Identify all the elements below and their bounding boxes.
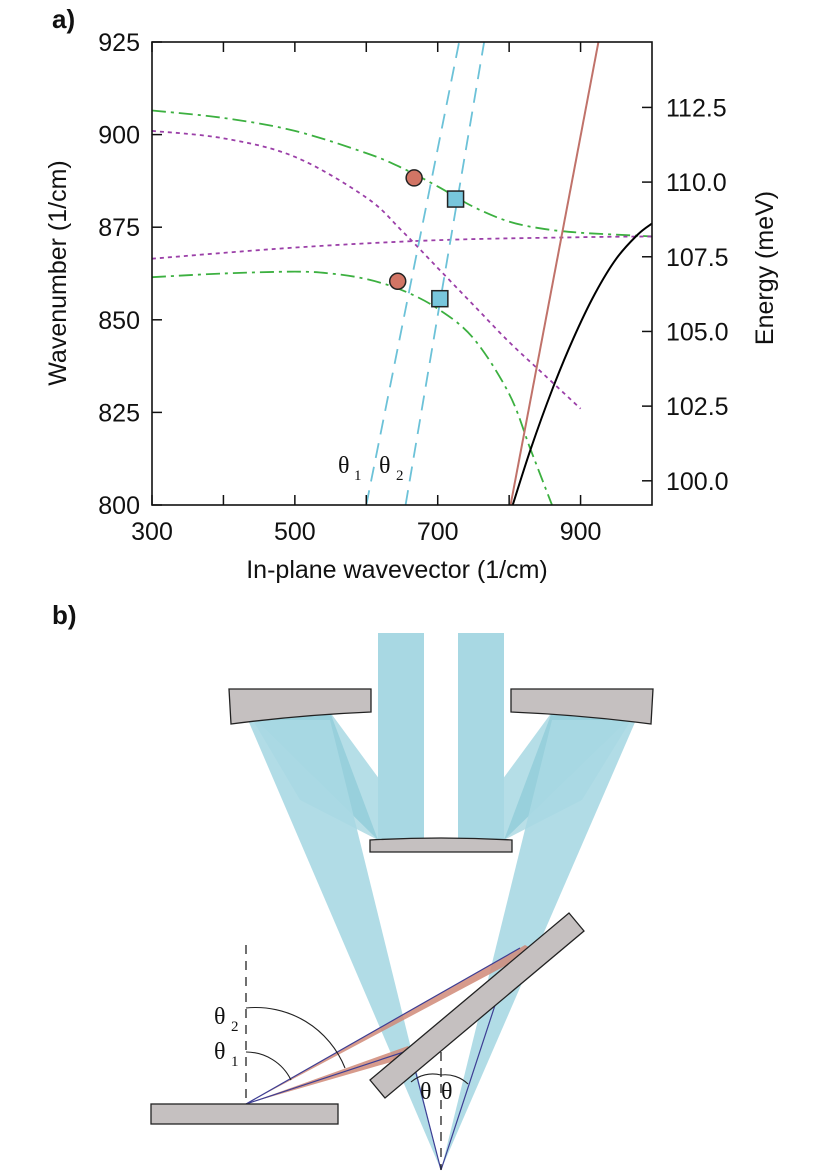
y-tick-label: 800 [98,492,140,520]
series-line-5 [404,42,486,505]
circle-marker-1 [388,272,407,291]
x-tick-label: 900 [560,518,602,546]
series-line-0 [152,109,652,238]
theta1-label-sub: 1 [231,1054,239,1070]
theta2-label-sub: 2 [231,1019,239,1035]
curved-mirror-right [510,688,654,725]
dispersion-chart: 300 500 700 900 800 825 850 875 900 925 100.0 102.5… [44,29,779,584]
series-line-7 [511,222,652,505]
series-line-4 [365,42,461,505]
series-line-3 [152,235,652,260]
y2-tick-label: 107.5 [666,244,729,272]
theta2-subscript: 2 [396,468,404,484]
x-tick-label: 300 [131,518,173,546]
panel-a-label: a) [52,4,75,34]
theta2-symbol: θ [379,453,391,479]
theta2-annotation: θ 2 [379,453,404,484]
theta2-arc [245,1006,346,1069]
y2-tick-label: 102.5 [666,393,729,421]
square-marker-0 [446,190,465,208]
theta-theta-arc [410,1073,469,1085]
y2-tick-label: 112.5 [666,94,727,122]
y2-tick-label: 100.0 [666,468,729,496]
y-tick-label: 900 [98,122,140,150]
y2-tick-label: 110.0 [666,169,727,197]
y2-axis-title: Energy (meV) [751,191,779,345]
y-axis-title: Wavenumber (1/cm) [44,160,72,386]
y-tick-label: 875 [98,214,140,242]
sample-plate [150,1103,339,1125]
x-tick-label: 700 [417,518,459,546]
theta2-label: θ [214,1004,226,1030]
circle-marker-0 [405,169,423,187]
panel-b-label: b) [52,600,77,630]
y-tick-label: 850 [98,307,140,335]
theta1-label: θ [214,1039,226,1065]
series-line-6 [509,42,600,505]
theta1-subscript: 1 [354,468,362,484]
curved-mirror-left [228,688,372,725]
red-beam-theta2 [246,945,535,1104]
plot-frame [151,41,653,506]
theta1-annotation: θ 1 [338,453,362,484]
theta1-symbol: θ [338,453,350,479]
square-marker-1 [431,289,449,308]
y2-tick-label: 105.0 [666,318,729,346]
y-tick-label: 925 [98,29,140,57]
optical-setup-diagram: θ 2 θ 1 θ θ [150,633,654,1171]
series-line-2 [152,130,582,410]
x-axis-title: In-plane wavevector (1/cm) [246,556,548,584]
theta-left-label: θ [420,1079,432,1105]
x-tick-label: 500 [274,518,316,546]
y-tick-label: 825 [98,399,140,427]
red-beam-theta1 [246,1046,412,1104]
theta1-arc [245,1051,292,1081]
theta-right-label: θ [441,1079,453,1105]
tilted-mirror [369,912,585,1099]
small-mirror [369,837,513,853]
series-line-1 [152,270,553,505]
